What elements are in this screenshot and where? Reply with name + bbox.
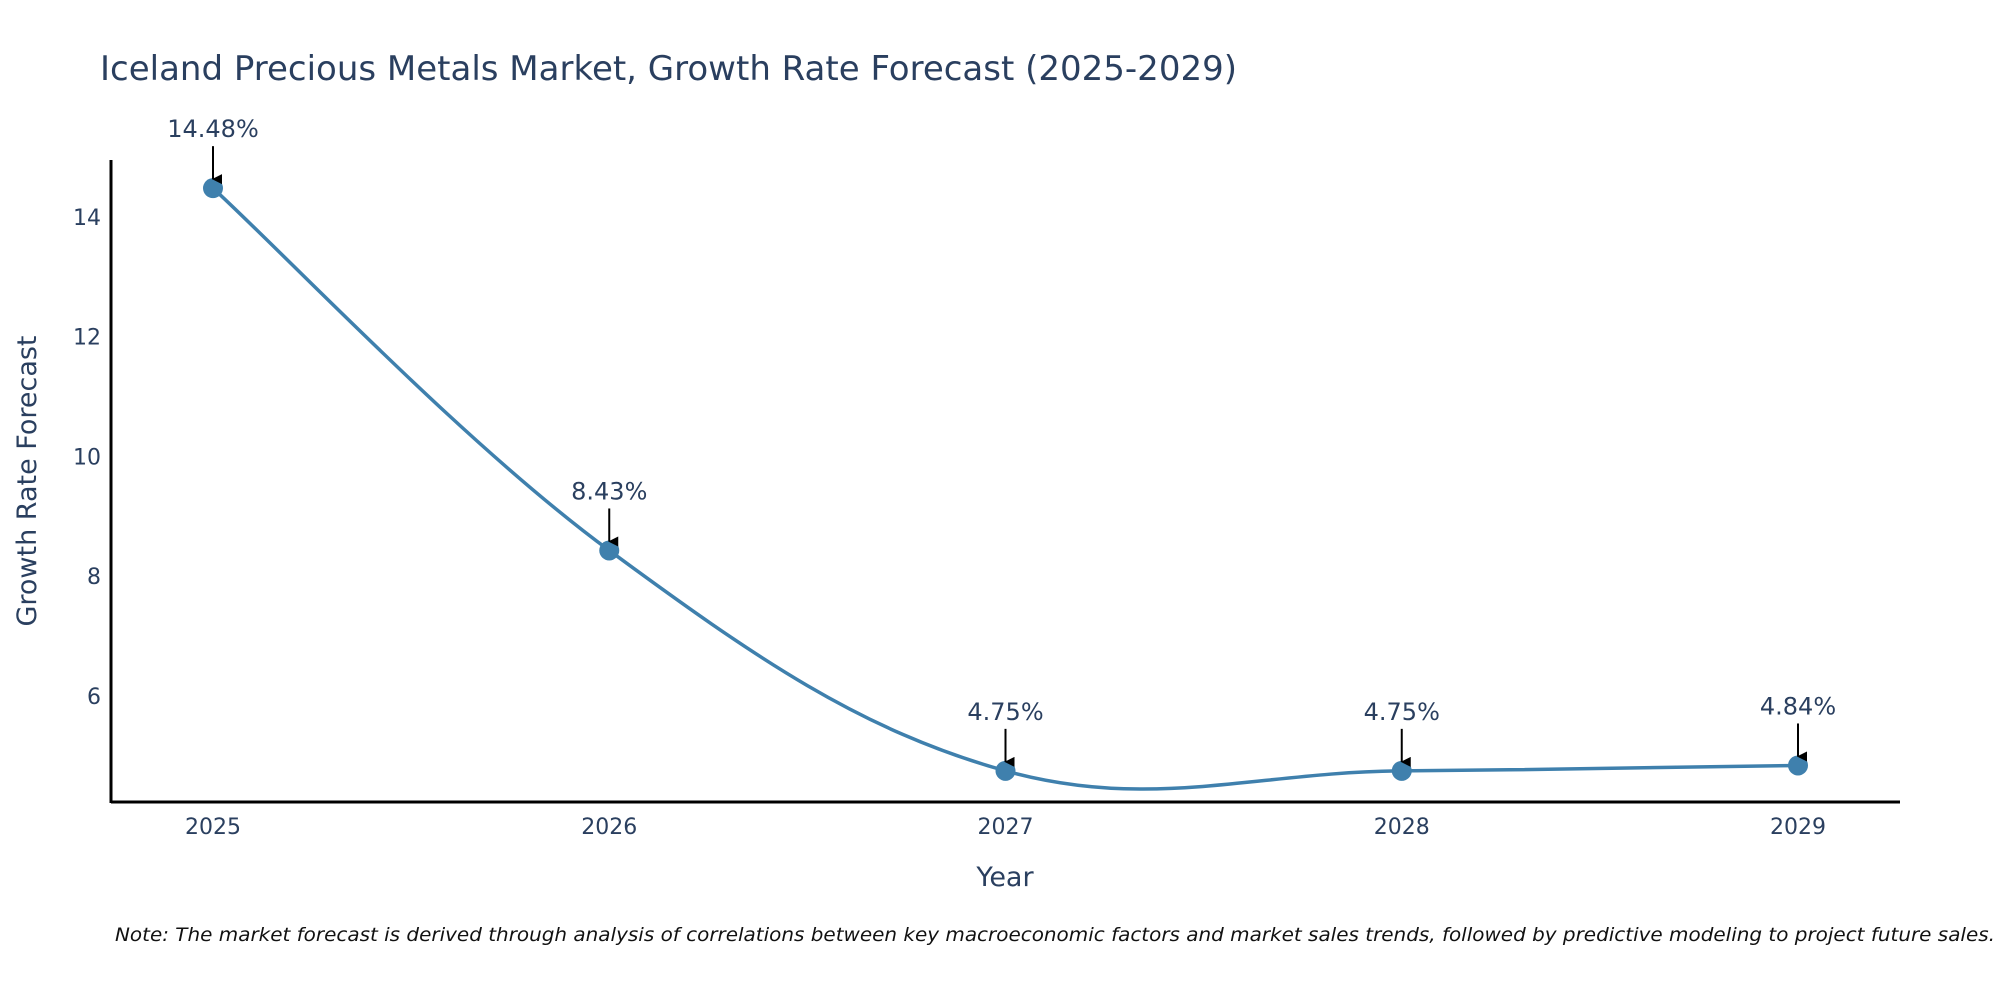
y-tick-label: 10 bbox=[73, 445, 101, 470]
data-point[interactable] bbox=[203, 178, 223, 199]
data-point[interactable] bbox=[1788, 755, 1808, 776]
x-tick-label: 2027 bbox=[978, 815, 1034, 840]
x-tick-label: 2028 bbox=[1374, 815, 1430, 840]
x-tick-label: 2025 bbox=[185, 815, 241, 840]
data-point[interactable] bbox=[599, 540, 620, 561]
data-label: 14.48% bbox=[167, 115, 259, 143]
x-tick-label: 2029 bbox=[1770, 815, 1826, 840]
data-label: 4.84% bbox=[1760, 692, 1836, 720]
x-ticks: 2025 2026 2027 2028 2029 bbox=[185, 815, 1826, 840]
plot-area: 14.48% 8.43% 4.75% 4.75% 4.84% bbox=[167, 115, 1836, 791]
data-point[interactable] bbox=[995, 760, 1016, 781]
y-ticks: 6 8 10 12 14 bbox=[73, 206, 101, 710]
y-tick-label: 8 bbox=[87, 565, 101, 590]
y-tick-label: 14 bbox=[73, 206, 101, 231]
chart-title: Iceland Precious Metals Market, Growth R… bbox=[100, 49, 1237, 89]
data-label: 4.75% bbox=[967, 698, 1043, 726]
x-axis-title: Year bbox=[975, 862, 1034, 893]
x-tick-label: 2026 bbox=[581, 815, 637, 840]
data-label: 8.43% bbox=[571, 477, 647, 505]
y-tick-label: 6 bbox=[87, 685, 101, 710]
series-line bbox=[211, 186, 1799, 791]
forecast-note: Note: The market forecast is derived thr… bbox=[115, 924, 1995, 946]
data-point[interactable] bbox=[1391, 760, 1412, 781]
y-axis-title: Growth Rate Forecast bbox=[12, 335, 43, 626]
data-label: 4.75% bbox=[1364, 698, 1440, 726]
y-tick-label: 12 bbox=[73, 326, 101, 351]
